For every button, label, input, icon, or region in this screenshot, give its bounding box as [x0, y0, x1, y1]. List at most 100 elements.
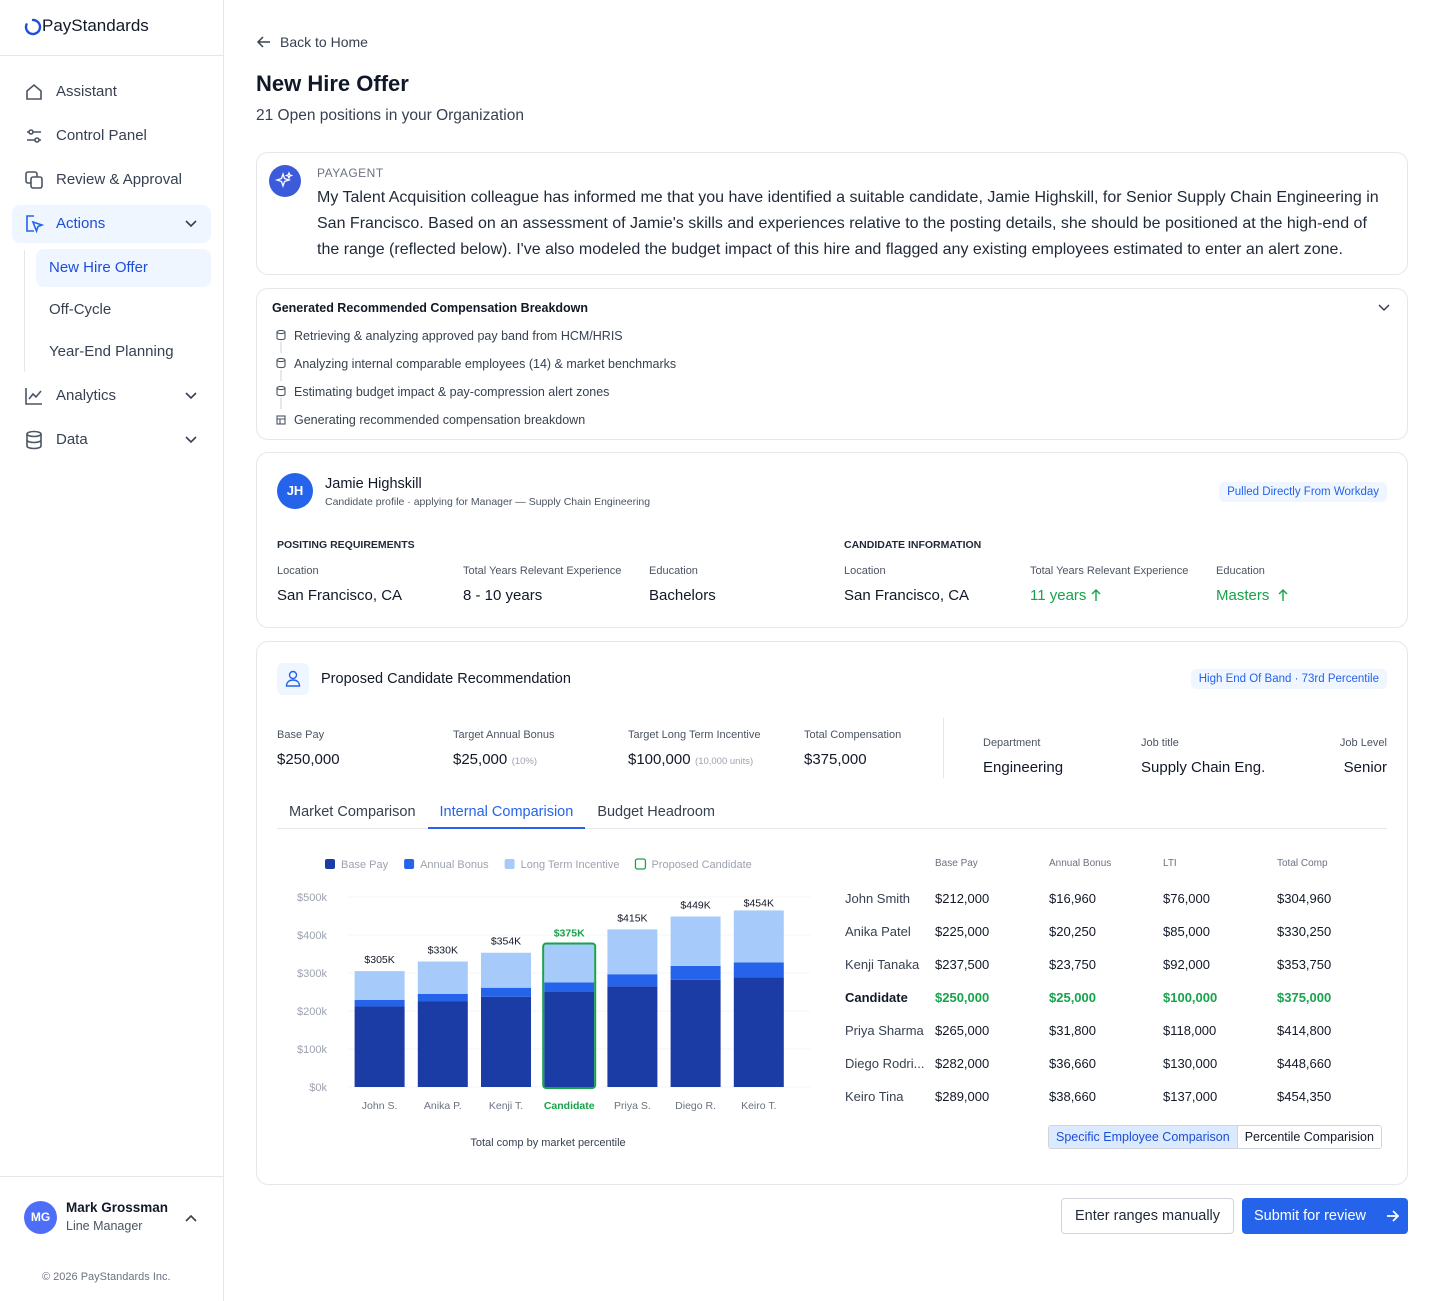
field-value: Bachelors: [649, 587, 716, 604]
bar-segment: [354, 971, 405, 1000]
role-label: Department: [983, 737, 1041, 749]
tab[interactable]: Market Comparison: [289, 804, 416, 820]
nav-item[interactable]: Data: [56, 431, 88, 448]
avatar[interactable]: MG: [24, 1201, 57, 1234]
cell: $118,000: [1163, 1023, 1217, 1038]
section-title: POSITING REQUIREMENTS: [277, 539, 415, 551]
column-header: Annual Bonus: [1049, 858, 1112, 869]
row-name: Anika Patel: [845, 924, 911, 939]
divider: [0, 1176, 223, 1177]
tabs: Market Comparison Internal Comparision Bud…: [277, 802, 727, 829]
agent-label: PAYAGENT: [317, 166, 384, 180]
step: Analyzing internal comparable employees …: [294, 357, 677, 371]
bar-segment: [670, 916, 721, 966]
tree-line: [24, 250, 25, 372]
bar-segment: [417, 1001, 468, 1087]
nav-item[interactable]: Actions: [56, 215, 106, 232]
bar-segment: [607, 986, 658, 1087]
x-tick-label: Priya S.: [614, 1100, 651, 1112]
column-header: Total Comp: [1277, 858, 1328, 869]
candidate-avatar: JH: [277, 473, 313, 509]
bar-segment: [733, 910, 784, 963]
row-name: John Smith: [845, 891, 911, 906]
toggle[interactable]: Percentile Comparision: [1236, 1126, 1381, 1148]
candidate-card: JH Jamie Highskill Candidate profile · a…: [256, 452, 1408, 628]
breakdown-title: Generated Recommended Compensation Break…: [272, 301, 589, 315]
pay-note: (10%): [511, 756, 538, 767]
chevron[interactable]: [184, 1213, 198, 1225]
field-label: Total Years Relevant Experience: [463, 565, 622, 577]
chevron[interactable]: [184, 390, 198, 402]
bar-segment: [417, 961, 468, 994]
cell: $353,750: [1277, 957, 1332, 972]
legend-swatch: [404, 859, 415, 869]
sub-nav-item[interactable]: Off-Cycle: [49, 301, 112, 318]
nav-item[interactable]: Assistant: [56, 83, 117, 100]
rec-icon: [277, 663, 309, 695]
bar-segment: [544, 944, 595, 983]
section-title: CANDIDATE INFORMATION: [844, 539, 982, 551]
user-icon: [285, 670, 301, 687]
field-value: San Francisco, CA: [844, 587, 970, 604]
primary-button[interactable]: Submit for review: [1242, 1198, 1408, 1234]
nav-icon: [26, 83, 42, 100]
back-link[interactable]: Back to Home: [280, 34, 368, 50]
field-value: 11 years: [1030, 587, 1087, 604]
cell: $137,000: [1163, 1089, 1218, 1104]
recommendation-card: Proposed Candidate Recommendation High E…: [256, 641, 1408, 1185]
field-label: Education: [649, 565, 698, 577]
cell: $36,660: [1049, 1056, 1096, 1071]
nav-icon: [26, 430, 42, 450]
tab[interactable]: Internal Comparision: [427, 802, 586, 829]
y-tick-label: $500k: [297, 892, 327, 904]
sub-nav-item[interactable]: New Hire Offer: [49, 259, 148, 276]
bar-segment: [607, 974, 658, 987]
brand: PayStandards: [42, 16, 149, 35]
bar-segment: [481, 996, 531, 1087]
highlight-outline: [542, 942, 597, 1089]
total-label: $354K: [491, 936, 521, 948]
field-value: Masters: [1216, 587, 1270, 604]
nav-item[interactable]: Review & Approval: [56, 171, 182, 188]
y-tick-label: $400k: [297, 930, 327, 942]
nav-icon: [25, 388, 42, 405]
y-tick-label: $300k: [297, 968, 327, 980]
column-header: LTI: [1163, 858, 1177, 869]
cell: $16,960: [1049, 891, 1096, 906]
row-name: Keiro Tina: [845, 1089, 904, 1104]
pay-value: $250,000: [277, 751, 340, 768]
y-tick-label: $200k: [297, 1006, 327, 1018]
nav-item[interactable]: Control Panel: [56, 127, 147, 144]
tab[interactable]: Budget Headroom: [597, 804, 715, 820]
sparkle-icon: [274, 171, 294, 189]
toggle[interactable]: Specific Employee Comparison: [1049, 1126, 1237, 1148]
chevron[interactable]: [1377, 302, 1391, 314]
back-icon[interactable]: [256, 34, 272, 50]
column-header: Base Pay: [935, 858, 978, 869]
total-label: $454K: [744, 897, 774, 909]
bar-segment: [544, 992, 595, 1087]
chevron[interactable]: [184, 434, 198, 446]
pay-label: Target Annual Bonus: [453, 729, 555, 741]
cell: $282,000: [935, 1056, 990, 1071]
sub-nav-item[interactable]: Year-End Planning: [49, 343, 174, 360]
cell: $212,000: [935, 891, 990, 906]
legend-swatch: [504, 859, 515, 869]
cell: $100,000: [1163, 990, 1218, 1005]
nav-item[interactable]: Analytics: [56, 387, 117, 404]
pay-note: (10,000 units): [695, 756, 754, 767]
footer: © 2026 PayStandards Inc.: [42, 1271, 171, 1283]
y-tick-label: $0k: [309, 1082, 327, 1094]
chevron[interactable]: [184, 218, 198, 230]
agent-card: PAYAGENT My Talent Acquisition colleague…: [256, 152, 1408, 275]
bar-segment: [733, 962, 784, 978]
up-arrow: [1278, 589, 1288, 601]
up-arrow: [1091, 589, 1101, 601]
comparison-table: Base Pay Annual Bonus LTI Total Comp John Sm…: [845, 855, 1385, 1115]
total-label: $330K: [428, 945, 458, 957]
secondary-button[interactable]: Enter ranges manually: [1061, 1198, 1234, 1234]
field-label: Education: [1216, 565, 1265, 577]
agent-avatar: [269, 165, 301, 197]
